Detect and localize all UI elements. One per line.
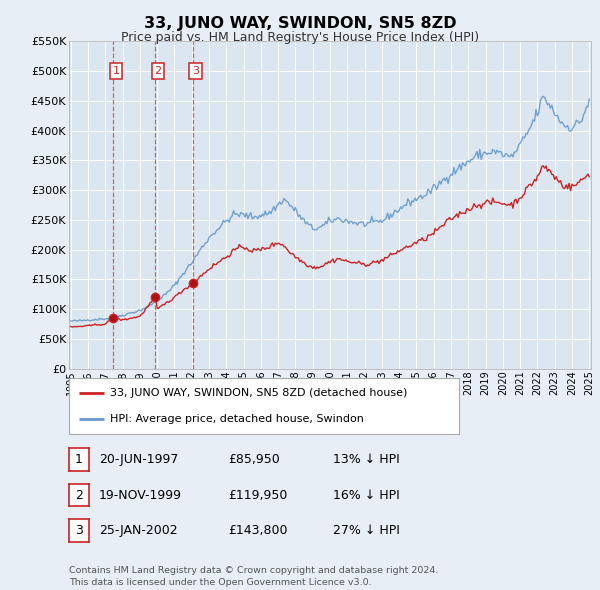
Text: 27% ↓ HPI: 27% ↓ HPI <box>333 524 400 537</box>
Text: Contains HM Land Registry data © Crown copyright and database right 2024.
This d: Contains HM Land Registry data © Crown c… <box>69 566 439 587</box>
Text: 2: 2 <box>154 66 161 76</box>
Text: 1: 1 <box>75 453 83 466</box>
Text: 33, JUNO WAY, SWINDON, SN5 8ZD (detached house): 33, JUNO WAY, SWINDON, SN5 8ZD (detached… <box>110 388 407 398</box>
Text: 16% ↓ HPI: 16% ↓ HPI <box>333 489 400 502</box>
Text: 3: 3 <box>75 524 83 537</box>
Text: £119,950: £119,950 <box>228 489 287 502</box>
Text: 13% ↓ HPI: 13% ↓ HPI <box>333 453 400 466</box>
Text: 20-JUN-1997: 20-JUN-1997 <box>99 453 178 466</box>
Text: 25-JAN-2002: 25-JAN-2002 <box>99 524 178 537</box>
Text: 19-NOV-1999: 19-NOV-1999 <box>99 489 182 502</box>
Text: 2: 2 <box>75 489 83 502</box>
Text: 3: 3 <box>192 66 199 76</box>
Text: £85,950: £85,950 <box>228 453 280 466</box>
Text: Price paid vs. HM Land Registry's House Price Index (HPI): Price paid vs. HM Land Registry's House … <box>121 31 479 44</box>
Text: 1: 1 <box>113 66 119 76</box>
Text: 33, JUNO WAY, SWINDON, SN5 8ZD: 33, JUNO WAY, SWINDON, SN5 8ZD <box>143 16 457 31</box>
Text: £143,800: £143,800 <box>228 524 287 537</box>
Text: HPI: Average price, detached house, Swindon: HPI: Average price, detached house, Swin… <box>110 414 364 424</box>
